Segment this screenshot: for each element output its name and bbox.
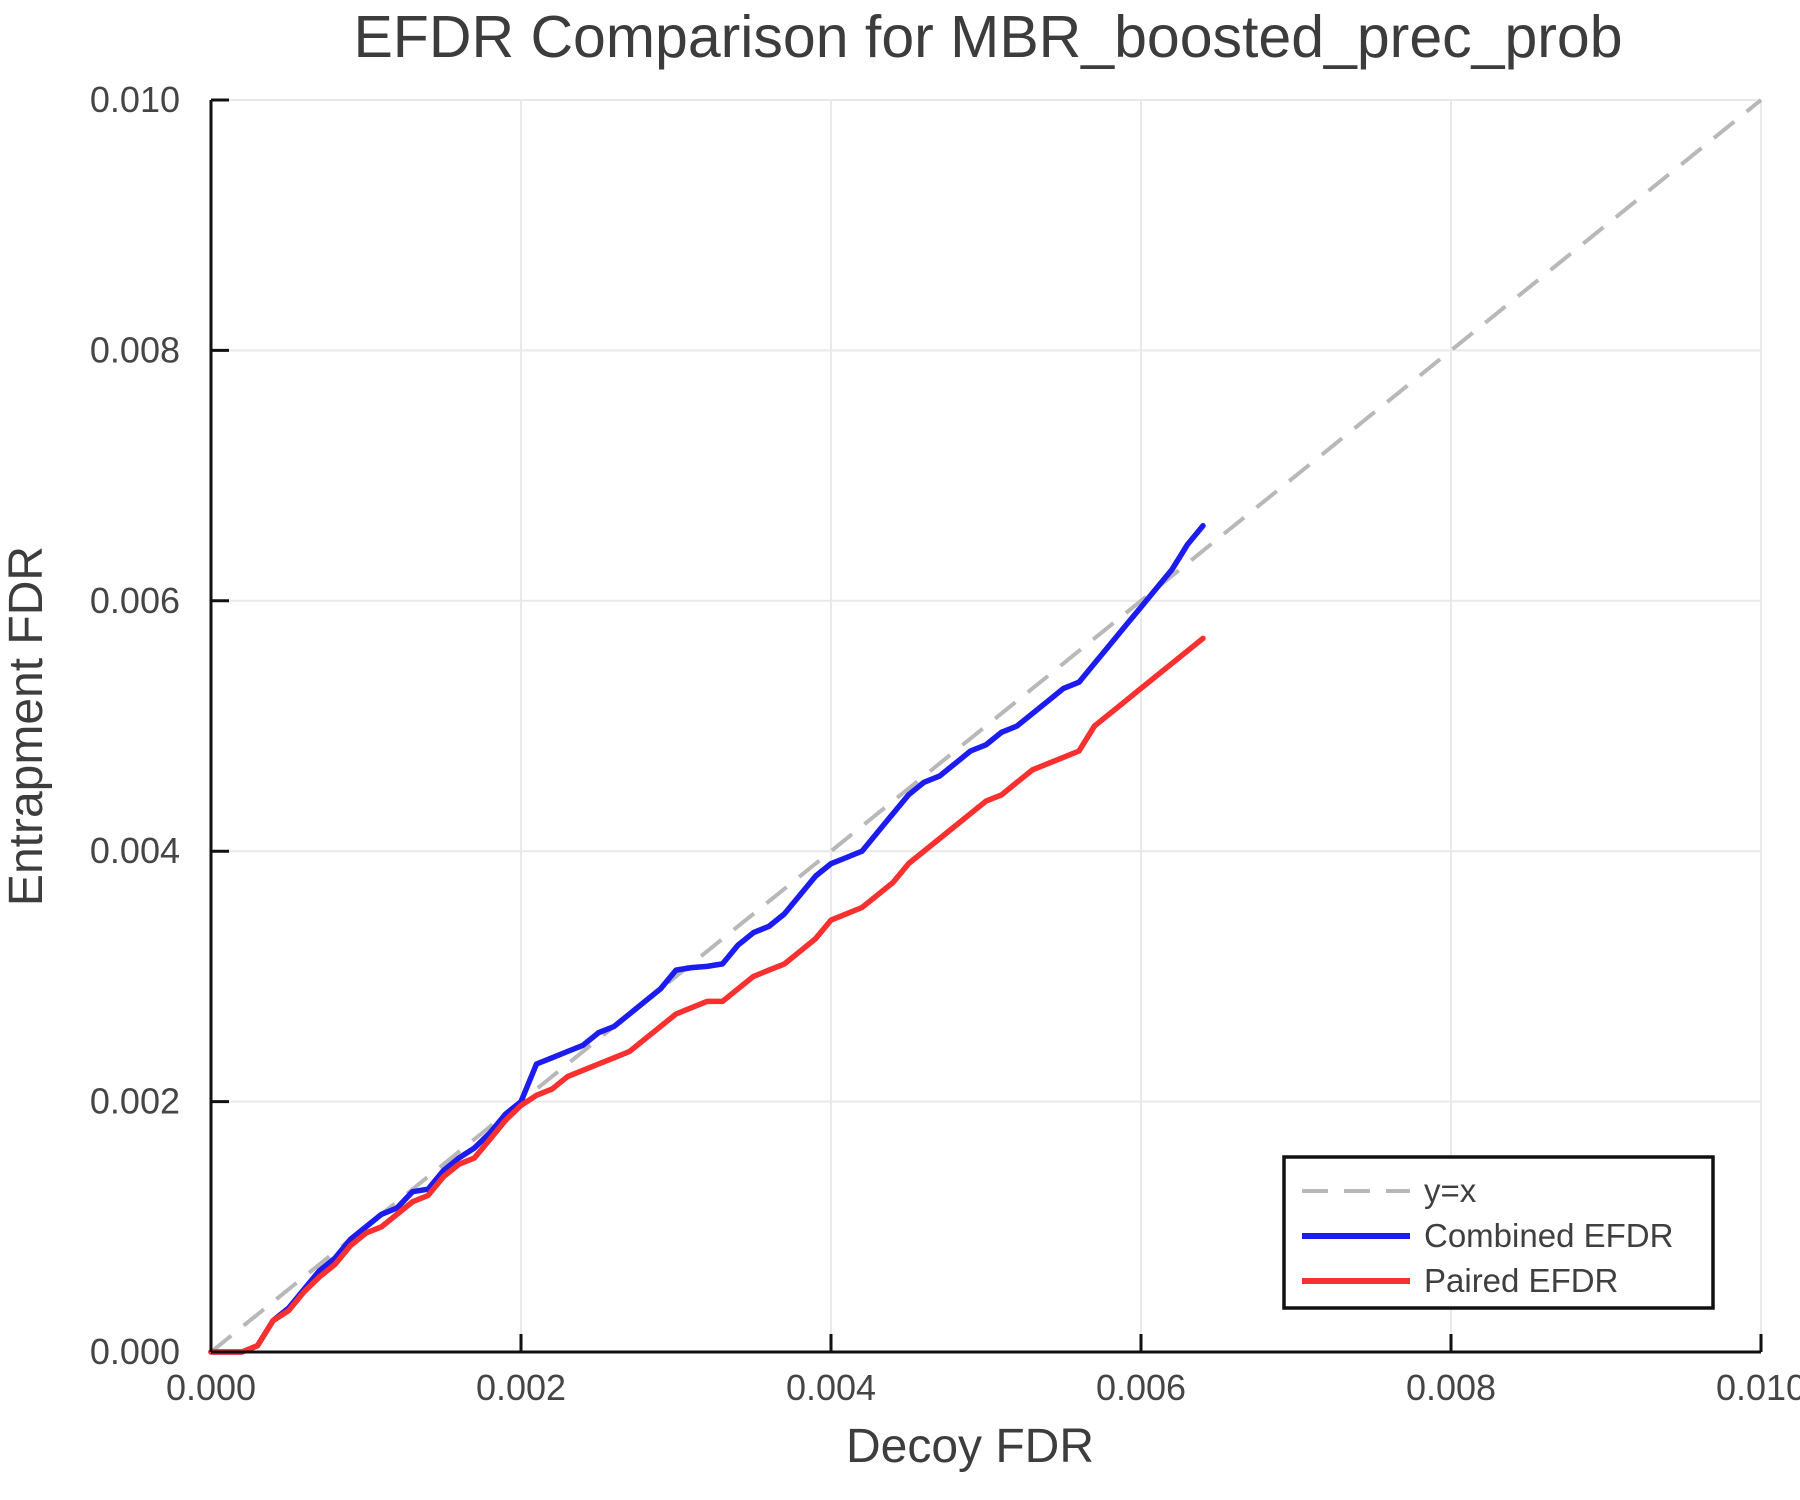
x-tick-label: 0.008 bbox=[1406, 1367, 1496, 1408]
legend: y=x Combined EFDR Paired EFDR bbox=[1282, 1155, 1715, 1310]
x-tick-label: 0.000 bbox=[166, 1367, 256, 1408]
identity-reference-line bbox=[209, 98, 1763, 1354]
y-axis-label: Entrapment FDR bbox=[0, 546, 53, 906]
y-tick-label: 0.010 bbox=[90, 79, 180, 120]
legend-label: y=x bbox=[1424, 1172, 1477, 1209]
y-tick-label: 0.008 bbox=[90, 329, 180, 370]
series-layer bbox=[208, 522, 1206, 1355]
series-line-combined-efdr bbox=[208, 522, 1206, 1355]
x-axis-label: Decoy FDR bbox=[846, 1420, 1094, 1473]
x-tick-label: 0.004 bbox=[786, 1367, 876, 1408]
legend-item-yx: y=x bbox=[1302, 1172, 1477, 1209]
chart-title: EFDR Comparison for MBR_boosted_prec_pro… bbox=[353, 4, 1622, 70]
legend-label: Combined EFDR bbox=[1424, 1217, 1673, 1254]
y-tick-label: 0.000 bbox=[90, 1331, 180, 1372]
tick-label-layer: 0.000 0.002 0.004 0.006 0.008 0.010 0.000 0.002… bbox=[90, 79, 1800, 1408]
legend-item-combined: Combined EFDR bbox=[1302, 1217, 1673, 1254]
series-line-paired-efdr bbox=[208, 635, 1206, 1355]
x-tick-label: 0.010 bbox=[1716, 1367, 1800, 1408]
x-tick-label: 0.006 bbox=[1096, 1367, 1186, 1408]
legend-item-paired: Paired EFDR bbox=[1302, 1262, 1618, 1299]
axes-layer bbox=[209, 98, 1763, 1354]
y-tick-label: 0.002 bbox=[90, 1081, 180, 1122]
y-tick-label: 0.004 bbox=[90, 830, 180, 871]
reference-line-layer bbox=[209, 98, 1763, 1354]
y-tick-label: 0.006 bbox=[90, 580, 180, 621]
x-tick-label: 0.002 bbox=[476, 1367, 566, 1408]
legend-label: Paired EFDR bbox=[1424, 1262, 1618, 1299]
